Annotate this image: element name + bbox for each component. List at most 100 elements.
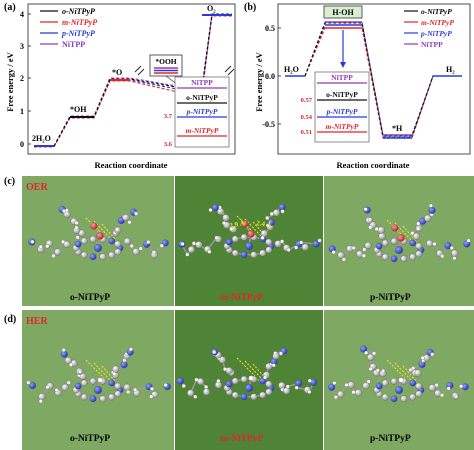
hydrogen-atom <box>38 399 43 404</box>
hydrogen-atom <box>214 235 219 240</box>
carbon-atom <box>122 214 130 222</box>
molecule-name: p-NiTPyP <box>370 293 411 303</box>
hydrogen-atom <box>285 384 290 389</box>
hydrogen-atom <box>362 247 367 252</box>
carbon-atom <box>123 383 131 391</box>
hydrogen-atom <box>61 239 66 244</box>
nitrogen-atom <box>211 203 219 212</box>
step-label: *O <box>112 68 122 77</box>
oxygen-atom <box>241 220 249 228</box>
nitrogen-atom <box>409 379 417 387</box>
carbon-atom <box>415 242 423 250</box>
step-label: H-OH <box>332 8 354 17</box>
step-label: O₂ <box>207 4 216 13</box>
panel-a-legend: o-NiTPyP m-NiTPyP p-NiTPyP NiTPP <box>40 7 97 49</box>
hydrogen-atom <box>194 377 199 382</box>
nitrogen-atom <box>108 379 116 387</box>
hydrogen-atom <box>77 369 82 374</box>
hydrogen-atom <box>411 366 416 371</box>
molecule-label: m-NiTPyP <box>220 434 263 444</box>
hydrogen-atom <box>381 368 386 373</box>
carbon-atom <box>381 253 389 261</box>
panel-a-ylabel: Free energy / eV <box>5 51 15 111</box>
legend-entry: m-NiTPyP <box>421 18 454 27</box>
hydrogen-atom <box>208 208 213 213</box>
nitrogen-atom <box>444 242 452 250</box>
hydrogen-atom <box>212 350 217 355</box>
panel-a-yticks: 4 3 2 1 0 <box>20 10 31 149</box>
carbon-atom <box>265 246 273 254</box>
hydrogen-atom <box>150 386 154 391</box>
hydrogen-atom <box>260 235 265 240</box>
legend-entry: o-NiTPyP <box>421 7 452 16</box>
carbon-atom <box>400 255 408 263</box>
nitrogen-atom <box>245 384 253 392</box>
hydrogen-atom <box>332 381 337 385</box>
carbon-atom <box>301 243 309 251</box>
panel-a-frame <box>27 3 236 155</box>
panel-a-zoom-inset: NiTPP o-NiTPyP p-NiTPyP m-NiTPyP 3.7 3.6 <box>164 76 230 148</box>
carbon-atom <box>231 377 239 385</box>
legend-entry: m-NiTPyP <box>62 18 97 27</box>
nitrogen-atom <box>176 377 184 385</box>
carbon-atom <box>428 384 436 392</box>
hydrogen-atom <box>129 244 134 248</box>
nitrogen-atom <box>161 239 169 247</box>
nitrogen-atom <box>295 379 303 387</box>
carbon-atom <box>426 239 434 248</box>
hydrogen-atom <box>30 239 35 244</box>
carbon-atom <box>415 390 423 398</box>
oxygen-atom <box>96 232 104 240</box>
carbon-atom <box>400 395 408 403</box>
hydrogen-atom <box>368 225 373 230</box>
inset-value: 3.6 <box>164 141 173 148</box>
hydrogen-atom <box>432 242 437 246</box>
hydrogen-atom <box>459 384 464 389</box>
carbon-atom <box>202 388 211 396</box>
molecule-label: o-NiTPyP <box>70 434 110 444</box>
carbon-atom <box>347 381 355 389</box>
carbon-atom <box>187 389 195 397</box>
legend-entry: NiTPP <box>421 40 443 49</box>
ytick-label: 3 <box>20 42 24 51</box>
hydrogen-atom <box>115 227 120 232</box>
nitrogen-atom <box>395 386 403 394</box>
inset-row-label: p-NiTPyP <box>326 107 358 116</box>
hydrogen-atom <box>452 256 457 261</box>
hydrogen-atom <box>333 395 338 400</box>
hydrogen-atom <box>45 385 50 390</box>
hydrogen-atom <box>61 348 66 352</box>
hydrogen-atom <box>331 250 336 255</box>
step-label: *OOH <box>155 57 176 66</box>
carbon-atom <box>108 393 116 401</box>
carbon-atom <box>197 378 205 386</box>
hydrogen-atom <box>45 244 50 249</box>
inset-row-label: o-NiTPyP <box>186 93 218 102</box>
nitrogen-atom <box>94 244 102 252</box>
carbon-atom <box>283 387 291 395</box>
hydrogen-atom <box>364 350 369 355</box>
nitrogen-atom <box>428 206 436 214</box>
carbon-atom <box>114 240 122 248</box>
nitrogen-atom <box>225 238 233 246</box>
hydrogen-atom <box>361 253 366 258</box>
molecule-label: o-NiTPyP <box>70 293 110 303</box>
carbon-atom <box>99 253 107 261</box>
panel-c-tag: OER <box>26 182 48 193</box>
step-label: *H <box>392 124 403 133</box>
carbon-atom <box>38 393 46 401</box>
nitrogen-atom <box>267 218 275 226</box>
hydrogen-atom <box>363 207 368 212</box>
step-label: 2H₂O <box>32 134 51 143</box>
hydrogen-atom <box>368 217 372 222</box>
molecule-label: p-NiTPyP <box>370 434 411 444</box>
hydrogen-atom <box>133 387 138 392</box>
molecule-name: m-NiTPyP <box>220 293 264 303</box>
carbon-atom <box>434 389 442 397</box>
distance-label: 2.4 Å <box>256 219 273 229</box>
axis-break-marks <box>134 65 235 76</box>
ytick-label: 1 <box>20 107 24 116</box>
carbon-atom <box>250 393 258 401</box>
hydrogen-atom <box>398 377 404 383</box>
hydrogen-atom <box>248 375 254 381</box>
